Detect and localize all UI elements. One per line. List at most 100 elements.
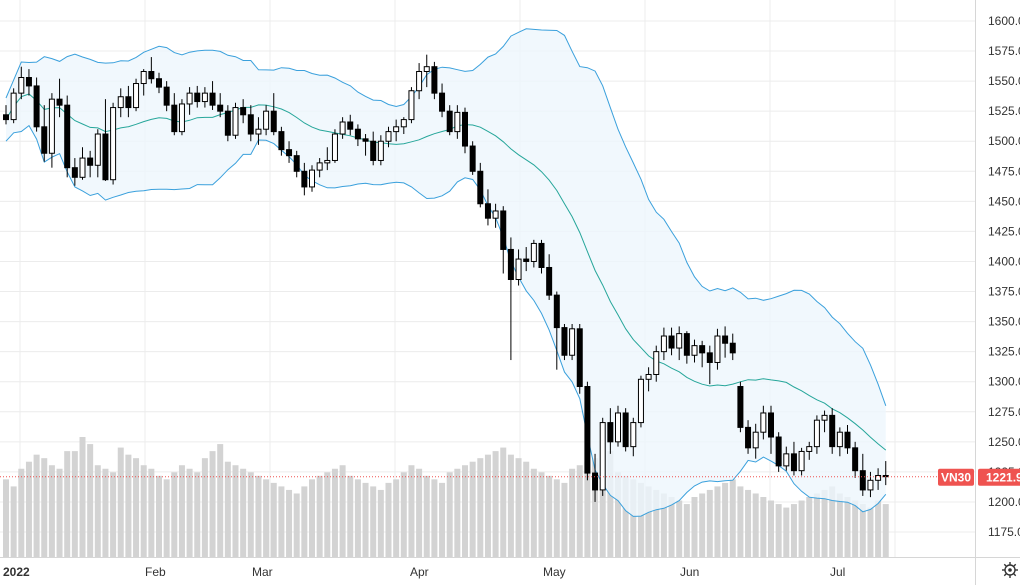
candle-body	[691, 345, 698, 356]
volume-bar	[760, 497, 767, 557]
volume-bar	[768, 500, 774, 557]
volume-bar	[867, 507, 874, 557]
volume-bar	[852, 500, 859, 557]
volume-bar	[752, 493, 759, 557]
candle-body	[683, 333, 690, 356]
volume-bar	[278, 486, 285, 557]
volume-bar	[653, 489, 660, 557]
candle-body	[500, 210, 507, 250]
x-tick-label: Apr	[410, 565, 429, 579]
y-tick-label: 1475.0	[988, 164, 1020, 178]
volume-bar	[324, 472, 331, 557]
candle-body	[286, 149, 293, 157]
volume-bar	[829, 486, 836, 557]
y-tick-label: 1300.0	[988, 375, 1020, 389]
candle-body	[56, 98, 63, 106]
volume-bar	[71, 451, 78, 557]
candle-body	[393, 126, 400, 133]
volume-bar	[676, 500, 683, 557]
candle-body	[561, 327, 568, 356]
candle-body	[71, 167, 78, 178]
candle-body	[362, 138, 369, 142]
settings-gear-icon[interactable]	[1002, 562, 1018, 578]
volume-bar	[209, 451, 216, 557]
volume-bar	[783, 507, 790, 557]
volume-bar	[454, 468, 461, 557]
volume-bar	[836, 493, 843, 557]
volume-bar	[546, 475, 553, 557]
volume-bar	[3, 479, 9, 557]
candle-body	[354, 128, 361, 140]
volume-bar	[263, 479, 270, 557]
candle-body	[553, 294, 560, 329]
candle-body	[875, 474, 882, 481]
volume-bar	[439, 482, 446, 557]
candle-body	[41, 126, 48, 154]
candle-body	[752, 431, 759, 449]
candle-body	[699, 345, 706, 354]
volume-bar	[339, 465, 346, 557]
x-axis[interactable]: 2022 Feb Mar Apr May Jun Jul	[3, 565, 845, 579]
candle-body	[584, 386, 591, 474]
y-tick-label: 1350.0	[988, 315, 1020, 329]
candle-body	[829, 414, 836, 448]
volume-bar	[393, 479, 400, 557]
volume-bar	[286, 489, 293, 557]
volume-bar	[875, 500, 882, 557]
volume-bar	[882, 504, 889, 557]
candle-body	[599, 422, 606, 491]
volume-bar	[171, 472, 178, 557]
volume-bar	[683, 504, 690, 557]
candle-body	[201, 92, 208, 103]
volume-bars	[3, 437, 889, 557]
candle-body	[798, 450, 805, 472]
candle-body	[370, 140, 377, 161]
volume-bar	[714, 486, 721, 557]
volume-bar	[622, 475, 629, 557]
candle-body	[637, 378, 644, 424]
volume-bar	[615, 472, 621, 557]
y-tick-label: 1450.0	[988, 194, 1020, 208]
volume-bar	[530, 468, 537, 557]
bollinger-middle-band	[5, 93, 887, 451]
candle-body	[10, 92, 17, 121]
volume-bar	[691, 497, 698, 557]
volume-bar	[844, 497, 851, 557]
volume-bar	[362, 482, 369, 557]
volume-bar	[553, 479, 560, 557]
volume-bar	[117, 447, 124, 557]
candle-body	[156, 78, 162, 88]
candle-body	[87, 157, 94, 166]
y-tick-label: 1275.0	[988, 405, 1020, 419]
volume-bar	[431, 479, 438, 557]
volume-bar	[576, 465, 583, 557]
candle-body	[546, 266, 553, 296]
volume-bar	[178, 465, 185, 557]
candle-body	[477, 170, 484, 205]
candle-body	[607, 422, 614, 443]
y-tick-label: 1525.0	[988, 104, 1020, 118]
volume-bar	[538, 472, 545, 557]
volume-bar	[186, 468, 193, 557]
candle-body	[301, 170, 308, 188]
x-tick-label: May	[543, 565, 566, 579]
volume-bar	[790, 504, 797, 557]
volume-bar	[194, 472, 201, 557]
candle-body	[217, 104, 224, 112]
volume-bar	[599, 454, 606, 557]
candle-body	[431, 66, 438, 94]
volume-bar	[798, 500, 805, 557]
volume-bar	[584, 461, 591, 557]
volume-bar	[240, 468, 247, 557]
last-price-label-bg	[978, 468, 1020, 486]
candle-body	[737, 386, 744, 428]
last-price-label: 1221.9	[986, 471, 1020, 485]
candle-body	[660, 335, 667, 353]
candle-body	[768, 412, 774, 438]
candle-body	[3, 114, 9, 121]
volume-bar	[462, 465, 468, 557]
candle-body	[615, 412, 621, 443]
candle-body	[33, 85, 40, 128]
candle-body	[171, 104, 178, 133]
y-axis[interactable]: 1175.01200.01225.01250.01275.01300.01325…	[988, 14, 1020, 539]
